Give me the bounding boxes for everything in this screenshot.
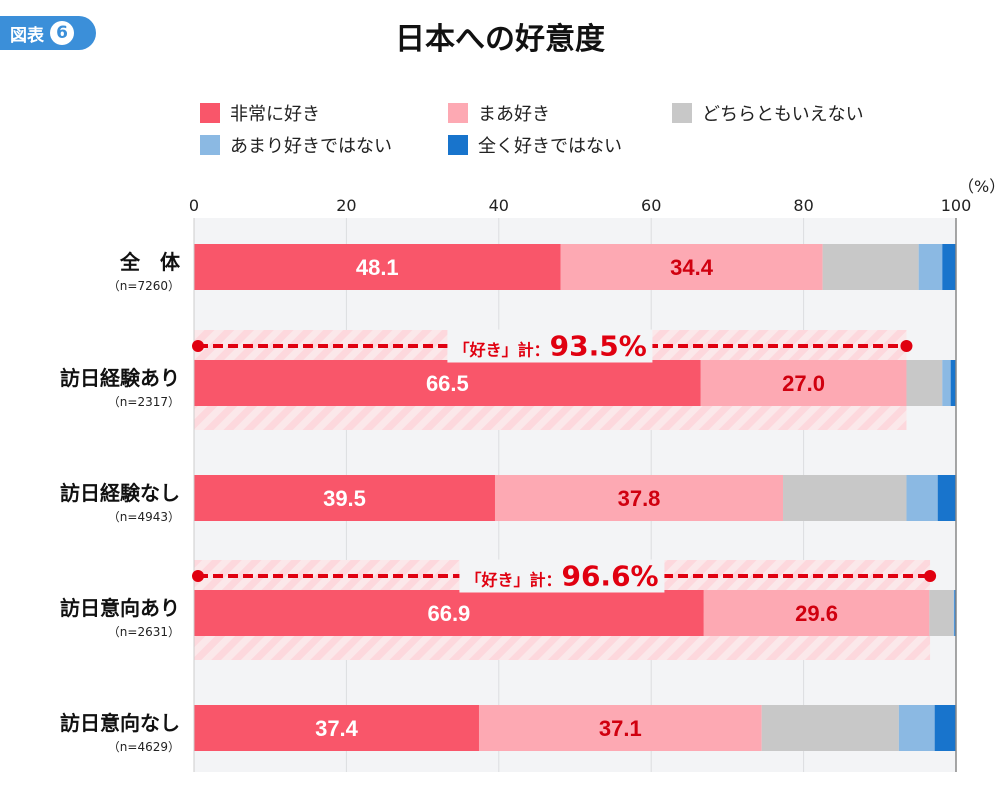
bar-segment: [194, 475, 495, 521]
bracket-dot: [192, 570, 204, 582]
row-label: 訪日意向あり （n=2631）: [60, 592, 180, 640]
chart-title: 日本への好意度: [395, 22, 605, 57]
x-tick-label: 0: [188, 196, 200, 215]
data-label: 48.1: [356, 255, 399, 280]
legend-label: まあ好き: [478, 104, 550, 125]
x-tick-label: 60: [641, 196, 662, 215]
legend-swatch: [200, 135, 220, 155]
bar-segment: [194, 360, 701, 406]
data-label: 37.4: [315, 716, 359, 741]
legend-label: 全く好きではない: [478, 136, 622, 157]
row-label: 訪日意向なし （n=4629）: [60, 707, 180, 755]
sample-size: （n=2317）: [107, 395, 180, 409]
bar-segment: [934, 705, 956, 751]
sample-size: （n=2631）: [107, 625, 180, 639]
bar-segment: [194, 705, 479, 751]
legend-item: 全く好きではない: [448, 132, 622, 158]
sample-size: （n=4629）: [107, 740, 180, 754]
bar-segment: [942, 244, 956, 290]
legend-swatch: [448, 135, 468, 155]
bracket-dot: [192, 340, 204, 352]
badge-number: 6: [50, 21, 74, 45]
legend-label: 非常に好き: [230, 104, 320, 125]
legend-label: あまり好きではない: [230, 136, 392, 157]
bar-segment: [918, 244, 943, 290]
bar-segment: [194, 244, 561, 290]
data-label: 37.8: [618, 486, 661, 511]
bar-segment: [942, 360, 951, 406]
x-tick-label: 80: [793, 196, 814, 215]
unit-label: （%）: [958, 177, 1000, 196]
x-tick-label: 100: [940, 196, 972, 215]
bar-segment: [700, 360, 907, 406]
row-label: 訪日経験なし （n=4943）: [60, 477, 180, 525]
x-tick-label: 20: [336, 196, 357, 215]
bar-segment: [494, 475, 784, 521]
sample-size: （n=7260）: [107, 279, 180, 293]
data-label: 39.5: [323, 486, 366, 511]
bar-segment: [954, 590, 956, 636]
data-label: 66.5: [426, 371, 469, 396]
callout-prefix: 「好き」計：: [465, 570, 562, 590]
legend-item: 非常に好き: [200, 100, 320, 126]
bar-segment: [703, 590, 930, 636]
legend-label: どちらともいえない: [702, 104, 864, 125]
x-tick-label: 40: [488, 196, 509, 215]
bar-segment: [950, 360, 956, 406]
bar-segment: [929, 590, 954, 636]
category-name: 訪日経験あり: [60, 366, 180, 390]
legend-item: どちらともいえない: [672, 100, 864, 126]
bar-segment: [761, 705, 899, 751]
bar-segment: [898, 705, 935, 751]
badge-label: 図表: [10, 25, 44, 46]
bar-segment: [194, 590, 704, 636]
bracket-dot: [924, 570, 937, 582]
data-label: 66.9: [427, 601, 470, 626]
bar-segment: [906, 475, 938, 521]
callout-prefix: 「好き」計：: [453, 340, 550, 360]
bar-segment: [783, 475, 907, 521]
sample-size: （n=4943）: [107, 510, 180, 524]
category-name: 全 体: [120, 250, 180, 274]
bar-segment: [560, 244, 823, 290]
bracket-dot: [900, 340, 913, 352]
legend-swatch: [448, 103, 468, 123]
bar-segment: [906, 360, 943, 406]
row-label: 訪日経験あり （n=2317）: [60, 362, 180, 410]
total-callout: 「好き」計：96.6%: [459, 559, 665, 593]
data-label: 27.0: [782, 371, 825, 396]
bar-segment: [822, 244, 919, 290]
legend-swatch: [200, 103, 220, 123]
category-name: 訪日意向あり: [60, 596, 180, 620]
bar-segment: [937, 475, 956, 521]
row-label: 全 体 （n=7260）: [108, 246, 180, 294]
figure-badge: 図表 6: [0, 16, 96, 50]
legend-item: まあ好き: [448, 100, 550, 126]
legend-swatch: [672, 103, 692, 123]
bar-segment: [478, 705, 762, 751]
data-label: 34.4: [670, 255, 714, 280]
callout-value: 93.5%: [549, 329, 647, 363]
category-name: 訪日経験なし: [60, 481, 180, 505]
callout-value: 96.6%: [561, 559, 659, 593]
total-callout: 「好き」計：93.5%: [447, 329, 653, 363]
legend-item: あまり好きではない: [200, 132, 392, 158]
bar-segment: [953, 590, 955, 636]
data-label: 37.1: [599, 716, 642, 741]
category-name: 訪日意向なし: [60, 711, 180, 735]
data-label: 29.6: [795, 601, 838, 626]
